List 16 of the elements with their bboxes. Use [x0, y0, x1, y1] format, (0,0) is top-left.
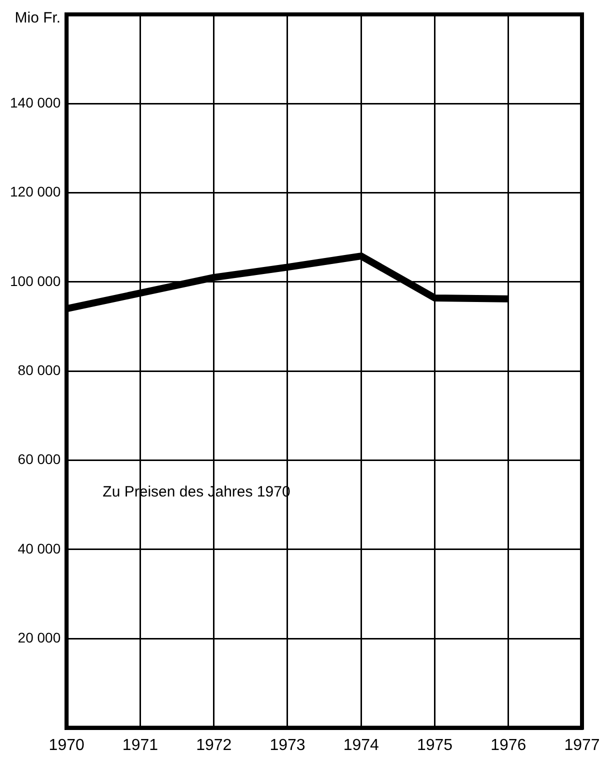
- x-tick-label: 1971: [122, 736, 158, 754]
- x-tick-label: 1970: [48, 736, 85, 754]
- x-tick-label: 1976: [490, 736, 526, 754]
- y-tick-label: 120 000: [10, 184, 61, 200]
- y-tick-label: 100 000: [10, 272, 61, 289]
- x-tick-label: 1973: [270, 736, 306, 754]
- y-tick-label: 60 000: [18, 451, 61, 468]
- y-tick-label: 20 000: [18, 629, 61, 646]
- y-axis-title: Mio Fr.: [14, 10, 61, 27]
- y-tick-label: 80 000: [18, 362, 61, 378]
- x-tick-label: 1977: [564, 736, 600, 754]
- x-tick-label: 1975: [416, 736, 453, 754]
- x-tick-label: 1972: [196, 736, 232, 754]
- x-tick-label: 1974: [343, 736, 380, 754]
- y-tick-label: 140 000: [10, 94, 61, 110]
- y-tick-label: 40 000: [18, 540, 61, 556]
